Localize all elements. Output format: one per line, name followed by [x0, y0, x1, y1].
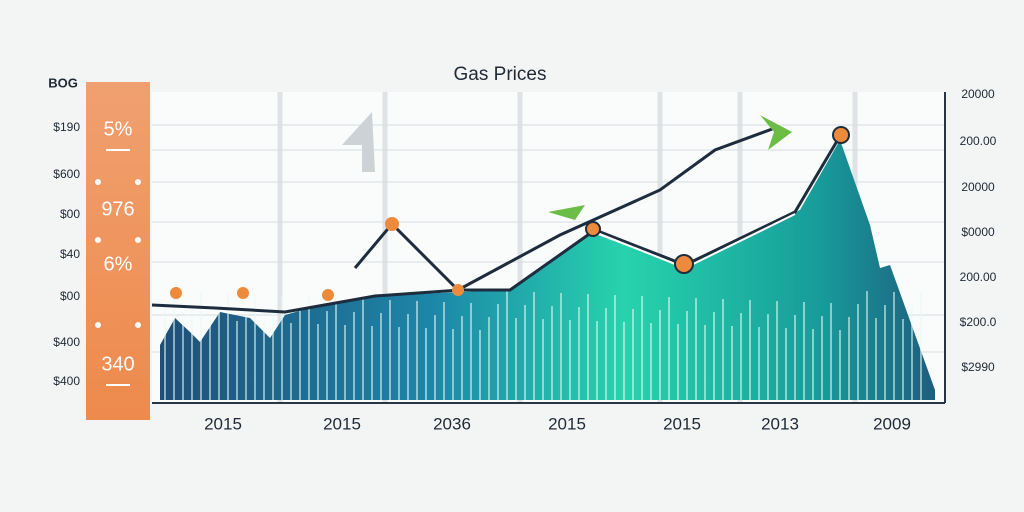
- right-axis-label: 20000: [961, 87, 995, 101]
- x-axis-label: 2015: [204, 414, 242, 433]
- panel-dots: [95, 179, 141, 328]
- panel-label: 340: [101, 353, 134, 375]
- x-axis-label: 2015: [323, 414, 361, 433]
- ghost-arrow: [342, 112, 375, 172]
- right-axis-label: 200.00: [960, 270, 997, 284]
- right-axis-label: $2990: [961, 360, 995, 374]
- left-axis-label: $400: [53, 374, 80, 388]
- x-axis-label: 2009: [873, 414, 911, 433]
- chart-title: Gas Prices: [454, 64, 547, 85]
- x-axis-label: 2013: [761, 414, 799, 433]
- right-axis-label: $0000: [961, 225, 995, 239]
- arrows: [548, 115, 792, 220]
- panel-label: 6%: [104, 253, 133, 275]
- x-axis-label: 2015: [663, 414, 701, 433]
- left-axis-label: $600: [53, 167, 80, 181]
- panel-label: 976: [101, 198, 134, 220]
- left-axis-label: $00: [60, 207, 80, 221]
- left-axis-label: $00: [60, 289, 80, 303]
- right-axis-label: 20000: [961, 180, 995, 194]
- right-axis-label: 200.00: [960, 134, 997, 148]
- area-stripes: [164, 291, 922, 400]
- axes: [152, 92, 946, 404]
- side-panel: [86, 82, 150, 420]
- x-axis-label: 2036: [433, 414, 471, 433]
- markers: [170, 126, 850, 301]
- x-axis-label: 2015: [548, 414, 586, 433]
- left-axis-label: $190: [53, 120, 80, 134]
- panel-label: 5%: [104, 118, 133, 140]
- left-axis-label: $40: [60, 247, 80, 261]
- right-axis-label: $200.0: [960, 315, 997, 329]
- corner-label: BOG: [48, 75, 78, 90]
- left-axis-label: $400: [53, 335, 80, 349]
